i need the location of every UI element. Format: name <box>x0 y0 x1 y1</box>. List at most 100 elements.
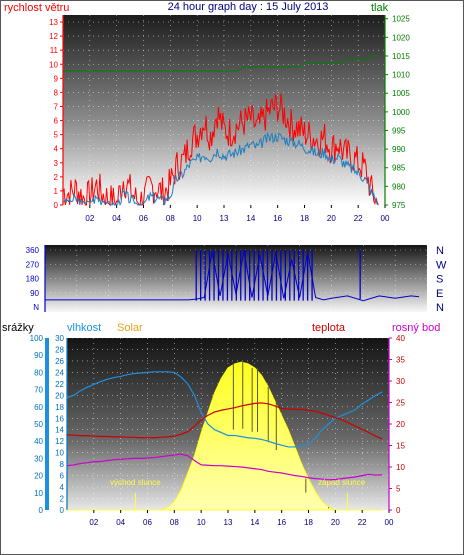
rain-tick-label: 0 <box>39 506 44 515</box>
wind-tick-label: 9 <box>54 74 59 83</box>
temperature-line <box>66 402 383 440</box>
sunset-annotation: západ slunce <box>318 478 366 487</box>
temperature-tick-label: 5 <box>396 485 401 494</box>
x-tick-label: 14 <box>246 214 255 223</box>
humidity-tick-label: 6 <box>60 472 65 481</box>
pressure-tick-label: 980 <box>392 182 406 191</box>
x-tick-label: 16 <box>273 214 282 223</box>
humidity-tick-label: 14 <box>55 426 64 435</box>
x-tick-label: 04 <box>112 214 121 223</box>
wind-tick-label: 7 <box>54 102 59 111</box>
humidity-tick-label: 18 <box>55 403 64 412</box>
wind-tick-label: 3 <box>54 159 59 168</box>
humidity-tick-label: 20 <box>55 391 64 400</box>
humidity-axis-label: vlhkost <box>67 322 101 334</box>
pressure-tick-label: 1010 <box>392 71 410 80</box>
temperature-tick-label: 20 <box>396 420 405 429</box>
direction-tick-label: N <box>33 303 39 312</box>
rain-axis-label: srážky <box>2 322 34 334</box>
humidity-tick-label: 12 <box>55 437 64 446</box>
chart-title: 24 hour graph day : 15 July 2013 <box>168 1 329 13</box>
pressure-tick-label: 995 <box>392 126 406 135</box>
dewpoint-axis-label: rosný bod <box>392 322 440 334</box>
wind-tick-label: 5 <box>54 131 59 140</box>
x-tick-label: 16 <box>277 518 286 527</box>
pressure-tick-label: 985 <box>392 164 406 173</box>
compass-label: W <box>436 259 447 271</box>
temperature-tick-label: 25 <box>396 399 405 408</box>
x-tick-label: 08 <box>170 518 179 527</box>
humidity-tick-label: 30 <box>55 334 64 343</box>
wind-tick-label: 13 <box>49 18 58 27</box>
x-tick-label: 08 <box>166 214 175 223</box>
humidity-tick-label: 4 <box>60 483 65 492</box>
x-tick-label: 02 <box>89 518 98 527</box>
temperature-tick-label: 15 <box>396 442 405 451</box>
rain-tick-label: 60 <box>34 403 43 412</box>
humidity-tick-label: 16 <box>55 414 64 423</box>
x-tick-label: 10 <box>197 518 206 527</box>
x-tick-label: 13 <box>220 214 229 223</box>
pressure-axis-label: tlak <box>371 2 389 14</box>
compass-label: N <box>436 245 444 257</box>
humidity-tick-label: 26 <box>55 357 64 366</box>
rain-tick-label: 40 <box>34 437 43 446</box>
wind-tick-label: 4 <box>54 145 59 154</box>
direction-tick-label: 90 <box>30 289 39 298</box>
temperature-tick-label: 35 <box>396 356 405 365</box>
pressure-line <box>63 55 379 72</box>
pressure-tick-label: 990 <box>392 145 406 154</box>
humidity-line <box>66 371 383 448</box>
x-tick-label: 04 <box>116 518 125 527</box>
x-tick-label: 18 <box>300 214 309 223</box>
pressure-tick-label: 1025 <box>392 15 410 24</box>
compass-label: N <box>436 302 444 314</box>
x-tick-label: 00 <box>381 214 390 223</box>
rain-tick-label: 80 <box>34 368 43 377</box>
pressure-tick-label: 1020 <box>392 33 410 42</box>
humidity-tick-label: 8 <box>60 460 65 469</box>
rain-tick-label: 20 <box>34 472 43 481</box>
wind-tick-label: 8 <box>54 88 59 97</box>
humidity-tick-label: 22 <box>55 380 64 389</box>
humidity-tick-label: 24 <box>55 368 64 377</box>
wind-tick-label: 11 <box>50 46 59 55</box>
rain-tick-label: 50 <box>34 420 43 429</box>
direction-tick-label: 360 <box>26 246 40 255</box>
x-tick-label: 18 <box>304 518 313 527</box>
x-tick-label: 06 <box>139 214 148 223</box>
x-tick-label: 14 <box>250 518 259 527</box>
temperature-axis-label: teplota <box>312 322 346 334</box>
humidity-tick-label: 28 <box>55 345 64 354</box>
pressure-tick-label: 1000 <box>392 108 410 117</box>
x-tick-label: 00 <box>385 518 394 527</box>
rain-tick-label: 30 <box>34 454 43 463</box>
wind-average-line <box>62 131 379 207</box>
rain-tick-label: 100 <box>30 334 44 343</box>
x-tick-label: 06 <box>143 518 152 527</box>
pressure-tick-label: 1005 <box>392 89 410 98</box>
x-tick-label: 02 <box>85 214 94 223</box>
compass-label: E <box>436 288 443 300</box>
wind-direction-line <box>45 250 420 302</box>
x-tick-label: 20 <box>331 518 340 527</box>
rain-tick-label: 10 <box>34 489 43 498</box>
temperature-tick-label: 40 <box>396 334 405 343</box>
humidity-tick-label: 10 <box>55 449 64 458</box>
solar-axis-label: Solar <box>117 322 143 334</box>
dewpoint-line <box>66 453 383 481</box>
temperature-tick-label: 0 <box>396 506 401 515</box>
x-tick-label: 13 <box>224 518 233 527</box>
x-tick-label: 22 <box>358 518 367 527</box>
direction-tick-label: 270 <box>26 260 40 269</box>
wind-tick-label: 0 <box>54 201 59 210</box>
x-tick-label: 22 <box>354 214 363 223</box>
wind-tick-label: 10 <box>49 60 58 69</box>
wind-axis-label: rychlost větru <box>4 2 69 14</box>
rain-tick-label: 70 <box>34 386 43 395</box>
temperature-tick-label: 30 <box>396 377 405 386</box>
x-tick-label: 10 <box>193 214 202 223</box>
pressure-tick-label: 975 <box>392 201 406 210</box>
